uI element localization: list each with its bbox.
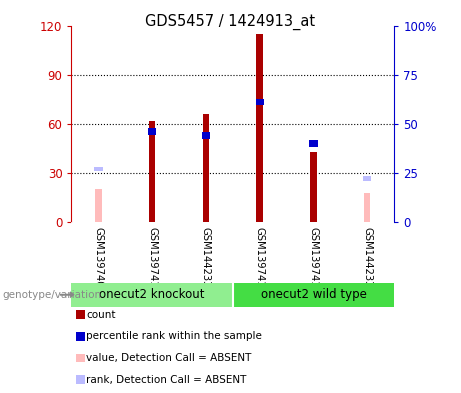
- Text: GSM1397409: GSM1397409: [93, 227, 103, 294]
- Bar: [256, 34, 263, 222]
- Bar: [363, 176, 372, 181]
- Text: GSM1442336: GSM1442336: [362, 227, 372, 294]
- Bar: [203, 114, 209, 222]
- Text: GSM1397412: GSM1397412: [308, 227, 319, 294]
- Bar: [364, 193, 371, 222]
- Text: GSM1397410: GSM1397410: [147, 227, 157, 294]
- Bar: [202, 132, 210, 139]
- Text: GSM1397411: GSM1397411: [254, 227, 265, 294]
- Text: value, Detection Call = ABSENT: value, Detection Call = ABSENT: [86, 353, 252, 363]
- Bar: [309, 140, 318, 147]
- Text: rank, Detection Call = ABSENT: rank, Detection Call = ABSENT: [86, 375, 247, 385]
- Bar: [94, 167, 102, 171]
- Bar: [95, 189, 101, 222]
- Text: genotype/variation: genotype/variation: [2, 290, 101, 300]
- Text: onecut2 wild type: onecut2 wild type: [260, 288, 366, 301]
- Text: GDS5457 / 1424913_at: GDS5457 / 1424913_at: [145, 14, 316, 30]
- Text: percentile rank within the sample: percentile rank within the sample: [86, 331, 262, 342]
- Text: onecut2 knockout: onecut2 knockout: [100, 288, 205, 301]
- Bar: [233, 283, 394, 307]
- Text: count: count: [86, 310, 116, 320]
- Text: GSM1442337: GSM1442337: [201, 227, 211, 294]
- Bar: [310, 152, 317, 222]
- Bar: [149, 121, 155, 222]
- Bar: [148, 129, 156, 135]
- Bar: [71, 283, 233, 307]
- Bar: [255, 99, 264, 105]
